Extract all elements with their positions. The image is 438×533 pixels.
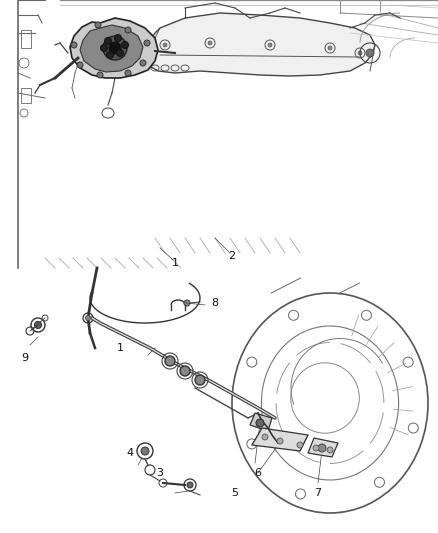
Circle shape	[208, 41, 212, 45]
Text: 6: 6	[254, 468, 261, 478]
Text: 1: 1	[117, 343, 124, 353]
Circle shape	[125, 70, 131, 76]
Circle shape	[141, 447, 149, 455]
Circle shape	[195, 375, 205, 385]
Circle shape	[114, 35, 121, 42]
Circle shape	[144, 40, 150, 46]
Text: 8: 8	[212, 298, 219, 308]
Circle shape	[140, 60, 146, 66]
Circle shape	[328, 46, 332, 50]
Circle shape	[262, 434, 268, 440]
Circle shape	[297, 442, 303, 448]
Bar	[21, 30, 31, 48]
Circle shape	[256, 419, 264, 427]
Circle shape	[106, 52, 113, 59]
Circle shape	[318, 444, 326, 452]
Text: 4: 4	[127, 448, 134, 458]
Circle shape	[77, 62, 83, 68]
Circle shape	[184, 300, 190, 306]
Text: 1: 1	[172, 258, 179, 268]
Circle shape	[100, 44, 107, 52]
Circle shape	[95, 22, 101, 28]
Circle shape	[327, 447, 333, 453]
Circle shape	[109, 42, 121, 54]
Circle shape	[85, 316, 91, 320]
Circle shape	[71, 42, 77, 48]
Circle shape	[358, 51, 362, 55]
Text: 3: 3	[156, 468, 163, 478]
Circle shape	[121, 42, 128, 49]
Text: 7: 7	[314, 488, 321, 498]
Polygon shape	[145, 13, 375, 76]
Text: 2: 2	[229, 251, 236, 261]
Text: 5: 5	[232, 488, 239, 498]
Circle shape	[313, 445, 319, 451]
Circle shape	[125, 27, 131, 33]
Polygon shape	[250, 413, 272, 431]
Circle shape	[97, 72, 103, 78]
Circle shape	[163, 43, 167, 47]
Circle shape	[103, 36, 127, 60]
Polygon shape	[308, 438, 338, 457]
Circle shape	[117, 50, 124, 56]
Polygon shape	[252, 428, 308, 451]
Polygon shape	[70, 18, 158, 78]
Circle shape	[277, 438, 283, 444]
Circle shape	[35, 321, 42, 328]
Circle shape	[187, 482, 193, 488]
Circle shape	[366, 49, 374, 57]
Polygon shape	[80, 25, 143, 72]
Circle shape	[268, 43, 272, 47]
Bar	[21, 88, 31, 103]
Circle shape	[105, 37, 112, 44]
Circle shape	[180, 366, 190, 376]
Text: 9: 9	[21, 353, 28, 363]
Circle shape	[165, 356, 175, 366]
